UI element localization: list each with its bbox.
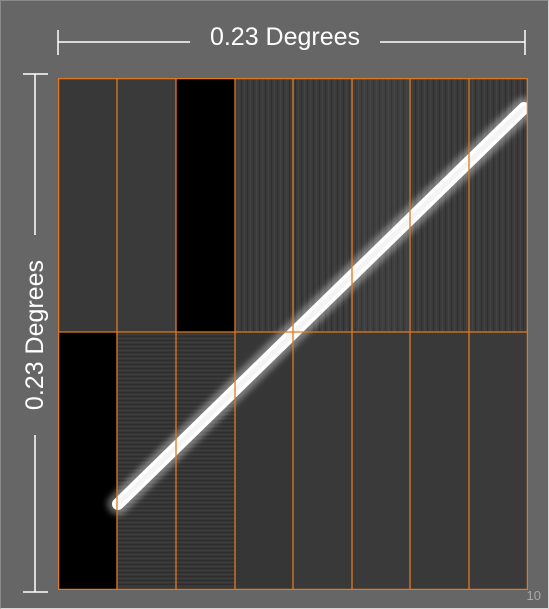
tile-r1-c6 [352, 78, 410, 332]
detector-mosaic-image [58, 78, 528, 590]
horizontal-scale-label: 0.23 Degrees [190, 22, 380, 52]
tile-r2-c7 [410, 332, 469, 590]
vertical-scale-label: 0.23 Degrees [20, 235, 50, 435]
page-number: 10 [526, 588, 541, 603]
tile-r2-c8 [469, 332, 528, 590]
tile-r2-c6 [352, 332, 410, 590]
tile-r2-c1 [58, 332, 117, 590]
tile-r2-c5 [293, 332, 352, 590]
tile-r1-c3 [176, 78, 235, 332]
bottom-row-tiles [58, 332, 528, 590]
tile-r1-c1 [58, 78, 117, 332]
tile-r2-c3 [176, 332, 235, 590]
satellite-streak [107, 97, 528, 515]
tile-r1-c2 [117, 78, 176, 332]
tile-r1-c4 [235, 78, 293, 332]
chip-grid-lines [58, 78, 528, 590]
